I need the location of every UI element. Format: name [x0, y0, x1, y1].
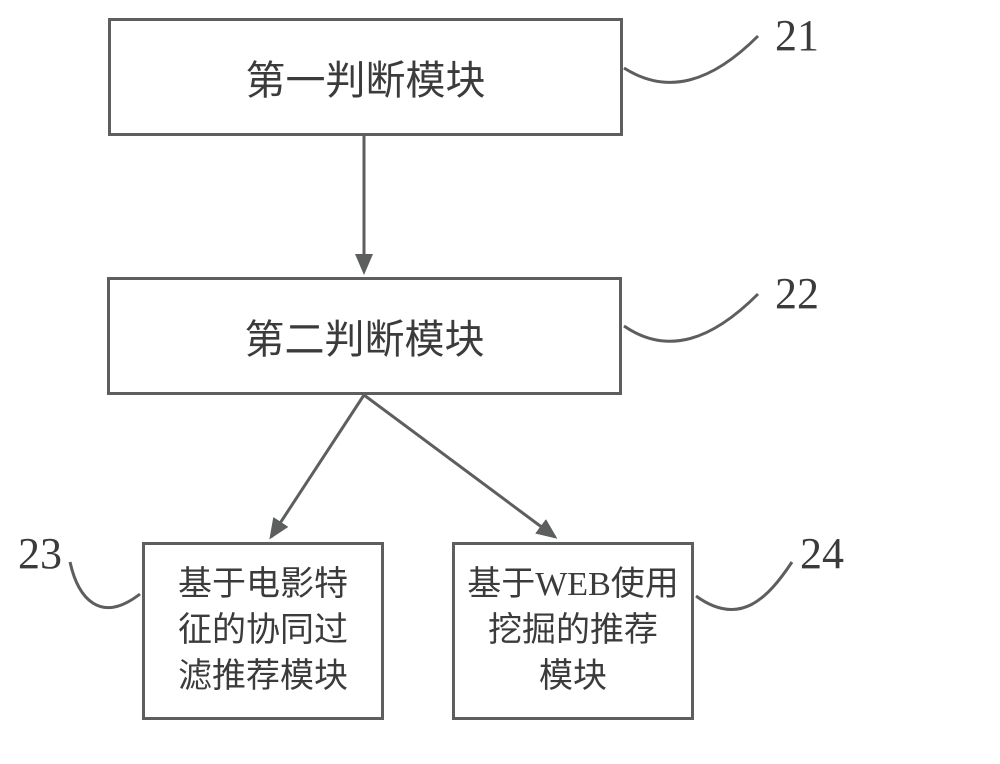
- node-movie-feature-cf: 基于电影特 征的协同过 滤推荐模块: [142, 542, 384, 720]
- callout-curve-23: [70, 562, 140, 608]
- node-label: 基于WEB使用 挖掘的推荐 模块: [467, 562, 679, 700]
- node-label: 第二判断模块: [245, 307, 485, 365]
- callout-23: 23: [18, 528, 62, 579]
- node-web-mining-rec: 基于WEB使用 挖掘的推荐 模块: [452, 542, 694, 720]
- callout-curve-22: [624, 294, 758, 341]
- callout-21: 21: [775, 10, 819, 61]
- callout-curve-24: [696, 562, 792, 610]
- node-second-judgment: 第二判断模块: [107, 277, 622, 395]
- callout-24: 24: [800, 528, 844, 579]
- node-label: 第一判断模块: [246, 48, 486, 106]
- callout-22: 22: [775, 268, 819, 319]
- node-label: 基于电影特 征的协同过 滤推荐模块: [178, 562, 348, 700]
- edge-2-3: [271, 395, 364, 537]
- node-first-judgment: 第一判断模块: [108, 18, 623, 136]
- diagram-canvas: 第一判断模块 第二判断模块 基于电影特 征的协同过 滤推荐模块 基于WEB使用 …: [0, 0, 1000, 764]
- edge-2-4: [364, 395, 555, 537]
- callout-curve-21: [624, 36, 758, 82]
